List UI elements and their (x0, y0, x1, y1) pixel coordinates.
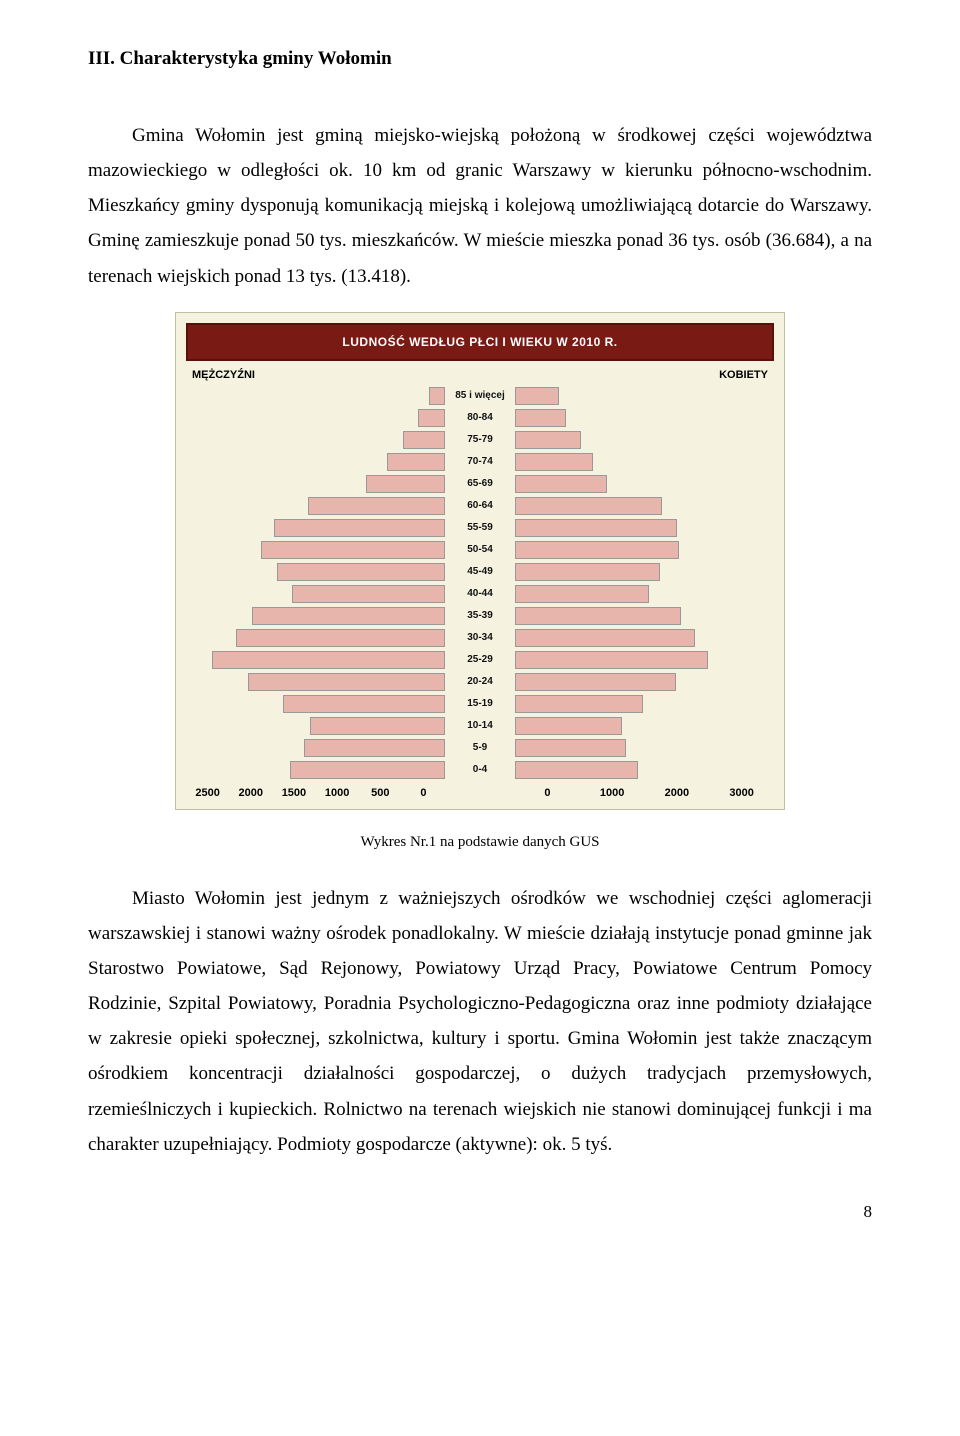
pyramid-age-label: 55-59 (445, 517, 515, 539)
pyramid-bar-female (515, 539, 774, 561)
axis-tick: 1500 (272, 787, 315, 799)
pyramid-female-side (515, 385, 774, 781)
pyramid-bar-female (515, 715, 774, 737)
pyramid-age-label: 80-84 (445, 407, 515, 429)
pyramid-bar-female (515, 495, 774, 517)
pyramid-bar-female (515, 605, 774, 627)
paragraph-intro: Gmina Wołomin jest gminą miejsko-wiejską… (88, 118, 872, 294)
pyramid-bar-male (186, 539, 445, 561)
pyramid-age-label: 60-64 (445, 495, 515, 517)
axis-tick: 500 (359, 787, 402, 799)
pyramid-bar-male (186, 407, 445, 429)
pyramid-age-label: 5-9 (445, 737, 515, 759)
pyramid-age-label: 15-19 (445, 693, 515, 715)
pyramid-bar-female (515, 517, 774, 539)
pyramid-bar-female (515, 451, 774, 473)
pyramid-bar-male (186, 693, 445, 715)
pyramid-bar-female (515, 737, 774, 759)
pyramid-bar-male (186, 627, 445, 649)
pyramid-age-label: 10-14 (445, 715, 515, 737)
pyramid-female-axis: 0100020003000 (515, 787, 774, 799)
pyramid-bar-female (515, 429, 774, 451)
axis-tick: 1000 (580, 787, 645, 799)
pyramid-bar-male (186, 495, 445, 517)
pyramid-bar-male (186, 583, 445, 605)
pyramid-bar-female (515, 407, 774, 429)
pyramid-bar-male (186, 517, 445, 539)
pyramid-age-label: 85 i więcej (445, 385, 515, 407)
axis-tick: 1000 (316, 787, 359, 799)
axis-tick: 2000 (645, 787, 710, 799)
pyramid-bar-male (186, 649, 445, 671)
pyramid-age-label: 20-24 (445, 671, 515, 693)
pyramid-bar-female (515, 385, 774, 407)
pyramid-bar-female (515, 583, 774, 605)
axis-tick: 0 (402, 787, 445, 799)
pyramid-bar-male (186, 759, 445, 781)
pyramid-bar-female (515, 693, 774, 715)
pyramid-age-label: 30-34 (445, 627, 515, 649)
pyramid-age-label: 25-29 (445, 649, 515, 671)
pyramid-age-label: 0-4 (445, 759, 515, 781)
pyramid-bar-female (515, 649, 774, 671)
chart-right-label: KOBIETY (719, 369, 768, 381)
section-heading: III. Charakterystyka gminy Wołomin (88, 48, 872, 70)
population-pyramid-chart: LUDNOŚĆ WEDŁUG PŁCI I WIEKU W 2010 R. MĘ… (175, 312, 785, 810)
pyramid-age-label: 45-49 (445, 561, 515, 583)
pyramid-bar-male (186, 715, 445, 737)
page-number: 8 (88, 1202, 872, 1222)
pyramid-bar-female (515, 671, 774, 693)
pyramid-age-label: 40-44 (445, 583, 515, 605)
axis-tick: 3000 (709, 787, 774, 799)
pyramid-age-label: 35-39 (445, 605, 515, 627)
axis-tick: 2000 (229, 787, 272, 799)
pyramid-bar-male (186, 385, 445, 407)
pyramid-bar-female (515, 759, 774, 781)
pyramid-male-axis: 25002000150010005000 (186, 787, 445, 799)
pyramid-bar-male (186, 605, 445, 627)
axis-tick: 2500 (186, 787, 229, 799)
pyramid-age-label: 75-79 (445, 429, 515, 451)
pyramid-age-label: 50-54 (445, 539, 515, 561)
paragraph-body: Miasto Wołomin jest jednym z ważniejszyc… (88, 881, 872, 1162)
pyramid-bar-female (515, 627, 774, 649)
chart-title: LUDNOŚĆ WEDŁUG PŁCI I WIEKU W 2010 R. (186, 323, 774, 361)
chart-left-label: MĘŻCZYŹNI (192, 369, 255, 381)
pyramid-age-labels: 85 i więcej80-8475-7970-7465-6960-6455-5… (445, 385, 515, 781)
pyramid-male-side (186, 385, 445, 781)
pyramid-age-label: 65-69 (445, 473, 515, 495)
pyramid-bar-male (186, 737, 445, 759)
pyramid-bar-female (515, 561, 774, 583)
pyramid-bar-male (186, 671, 445, 693)
pyramid-bar-male (186, 429, 445, 451)
chart-caption: Wykres Nr.1 na podstawie danych GUS (88, 834, 872, 851)
pyramid-bar-male (186, 561, 445, 583)
pyramid-age-label: 70-74 (445, 451, 515, 473)
pyramid-bar-male (186, 451, 445, 473)
pyramid-bar-male (186, 473, 445, 495)
axis-tick: 0 (515, 787, 580, 799)
pyramid-bar-female (515, 473, 774, 495)
